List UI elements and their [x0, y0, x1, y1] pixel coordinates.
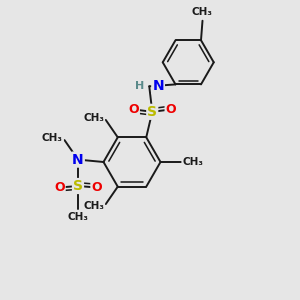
- Text: CH₃: CH₃: [182, 157, 203, 167]
- Text: O: O: [128, 103, 139, 116]
- Text: N: N: [72, 153, 84, 166]
- Text: S: S: [73, 179, 83, 193]
- Text: O: O: [166, 103, 176, 116]
- Text: O: O: [54, 181, 65, 194]
- Text: O: O: [91, 181, 102, 194]
- Text: CH₃: CH₃: [192, 7, 213, 17]
- Text: CH₃: CH₃: [83, 202, 104, 212]
- Text: CH₃: CH₃: [42, 133, 63, 143]
- Text: S: S: [147, 105, 157, 119]
- Text: H: H: [135, 81, 144, 91]
- Text: N: N: [152, 79, 164, 93]
- Text: CH₃: CH₃: [83, 112, 104, 122]
- Text: CH₃: CH₃: [68, 212, 88, 222]
